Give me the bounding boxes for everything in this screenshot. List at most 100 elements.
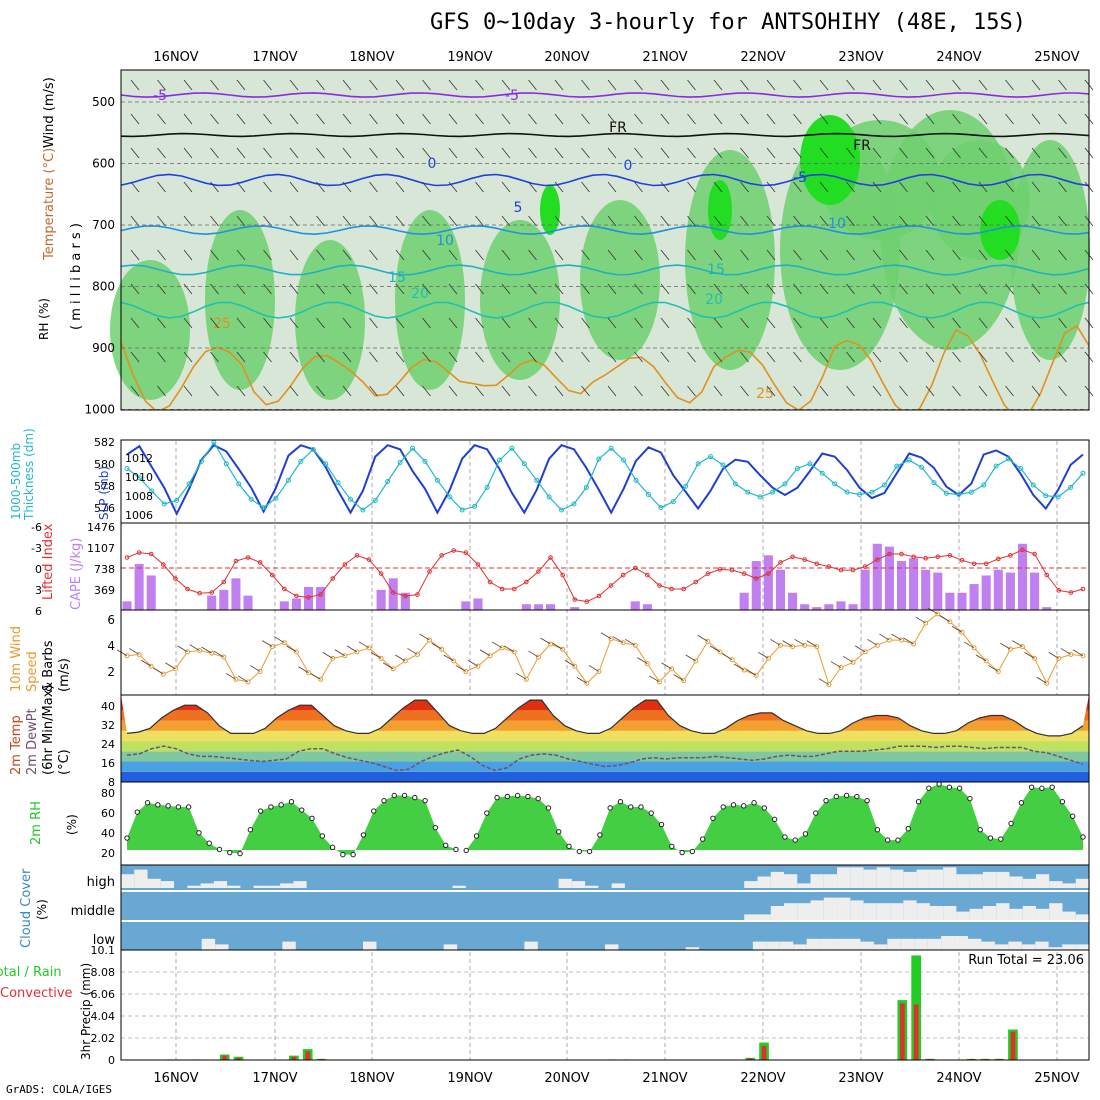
wind-barb xyxy=(819,317,829,329)
thickness-point xyxy=(683,483,689,489)
temp-band xyxy=(121,741,1089,752)
thickness-point xyxy=(261,505,267,511)
cloud-fill-low xyxy=(847,938,861,950)
wind-barb xyxy=(369,317,378,329)
rh-high-region xyxy=(980,200,1020,260)
wind-barb xyxy=(793,351,802,363)
cloud-fill-low xyxy=(793,944,807,950)
wind-barb-10m xyxy=(237,675,249,683)
rh2m-point xyxy=(617,799,624,805)
wind-barb xyxy=(475,385,484,397)
wind10m-label: 10m Wind xyxy=(9,626,24,692)
wind-barb xyxy=(1005,351,1014,363)
lifted-index-point xyxy=(560,572,565,578)
wind-barb xyxy=(978,351,988,363)
lifted-index-point xyxy=(862,564,868,569)
cape-bar xyxy=(134,563,144,610)
rh2m-point xyxy=(247,827,254,833)
cloud-fill-high xyxy=(797,883,811,888)
lifted-index-point xyxy=(850,567,856,573)
wind-barb xyxy=(607,215,617,227)
cloud-fill-high xyxy=(956,874,970,888)
thickness-point xyxy=(136,475,142,481)
cloud-fill-middle xyxy=(956,911,970,920)
rh2m-point xyxy=(586,848,593,855)
thickness-point xyxy=(894,463,900,469)
thickness-point xyxy=(273,495,279,501)
rh2m-point xyxy=(771,816,778,823)
wind-barb xyxy=(316,79,325,91)
cape-bar xyxy=(993,569,1003,610)
wind-barb xyxy=(925,317,935,329)
thickness-point xyxy=(372,497,378,503)
cape-bar xyxy=(291,598,301,610)
rh2m-point xyxy=(535,795,541,802)
wind-barb xyxy=(369,385,378,397)
wind-barb xyxy=(766,113,776,125)
rh-region xyxy=(395,210,465,390)
cloud-fill-low xyxy=(685,947,700,950)
cloud-fill-middle xyxy=(770,906,785,920)
footer-credit: GrADS: COLA/IGES xyxy=(6,1083,112,1096)
thickness-point xyxy=(770,489,776,495)
cloud-fill-high xyxy=(744,881,758,888)
thickness-point xyxy=(645,492,651,498)
rh2m-point xyxy=(802,831,809,837)
rh2m-point xyxy=(658,821,665,828)
wind-barb xyxy=(263,385,272,397)
wind-barb xyxy=(952,215,961,227)
wind-barb xyxy=(395,283,405,295)
wind-barb xyxy=(263,249,272,261)
rh2m-point xyxy=(278,802,284,808)
wind-barb xyxy=(369,113,378,125)
date-label-top: 17NOV xyxy=(252,50,297,65)
cloud-fill-high xyxy=(1009,876,1023,888)
pressure-tick: 1000 xyxy=(84,403,115,417)
cloud-fill-high xyxy=(1075,878,1089,888)
wind-barb xyxy=(1031,317,1041,329)
rh2m-point xyxy=(401,792,408,799)
cloud-fill-low xyxy=(900,938,915,950)
wind-barb-10m xyxy=(479,649,491,657)
thickness-point xyxy=(385,479,391,484)
wind-barb-10m xyxy=(443,654,454,662)
wind10m-label: Speed xyxy=(25,651,40,692)
rh2m-label: 2m RH xyxy=(29,801,44,845)
wind-barb xyxy=(475,113,484,125)
lifted-index-point xyxy=(451,548,457,553)
wind-barb xyxy=(475,147,484,159)
cape-bar xyxy=(570,607,580,610)
wind-barb xyxy=(183,249,193,261)
cloud-fill-high xyxy=(903,871,917,888)
wind-barb xyxy=(1005,283,1014,295)
thickness-point xyxy=(496,457,502,463)
cloud-fill-low xyxy=(806,938,821,950)
wind-barb xyxy=(422,385,431,397)
wind-barb xyxy=(766,351,776,363)
wind-barb-10m xyxy=(927,607,938,615)
thickness-point xyxy=(161,501,167,507)
cloud-fill-high xyxy=(943,867,957,888)
wind-barb xyxy=(1058,351,1067,363)
lifted-index-point xyxy=(1008,553,1013,558)
dewpoint-line xyxy=(126,745,1084,772)
wind-barb xyxy=(289,113,299,125)
rh2m-area xyxy=(127,784,1083,855)
wind-barb xyxy=(581,385,590,397)
wind-barb xyxy=(183,283,193,295)
lifted-index-point xyxy=(584,599,590,604)
cloud-fill-low xyxy=(443,944,458,950)
wind-barb xyxy=(819,283,829,295)
cape-bar xyxy=(400,592,410,610)
wind-barb xyxy=(634,215,643,227)
lifted-index-point xyxy=(318,592,323,597)
wind-barb-10m xyxy=(673,674,684,681)
lifted-index-point xyxy=(524,579,529,585)
rh2m-point xyxy=(1028,784,1035,790)
wind-barb-10m xyxy=(782,640,793,647)
wind-barb xyxy=(846,385,855,397)
wind-barb xyxy=(183,113,193,125)
cloud-fill-high xyxy=(837,867,851,888)
wind-barb xyxy=(687,181,696,193)
wind-barb xyxy=(899,351,908,363)
